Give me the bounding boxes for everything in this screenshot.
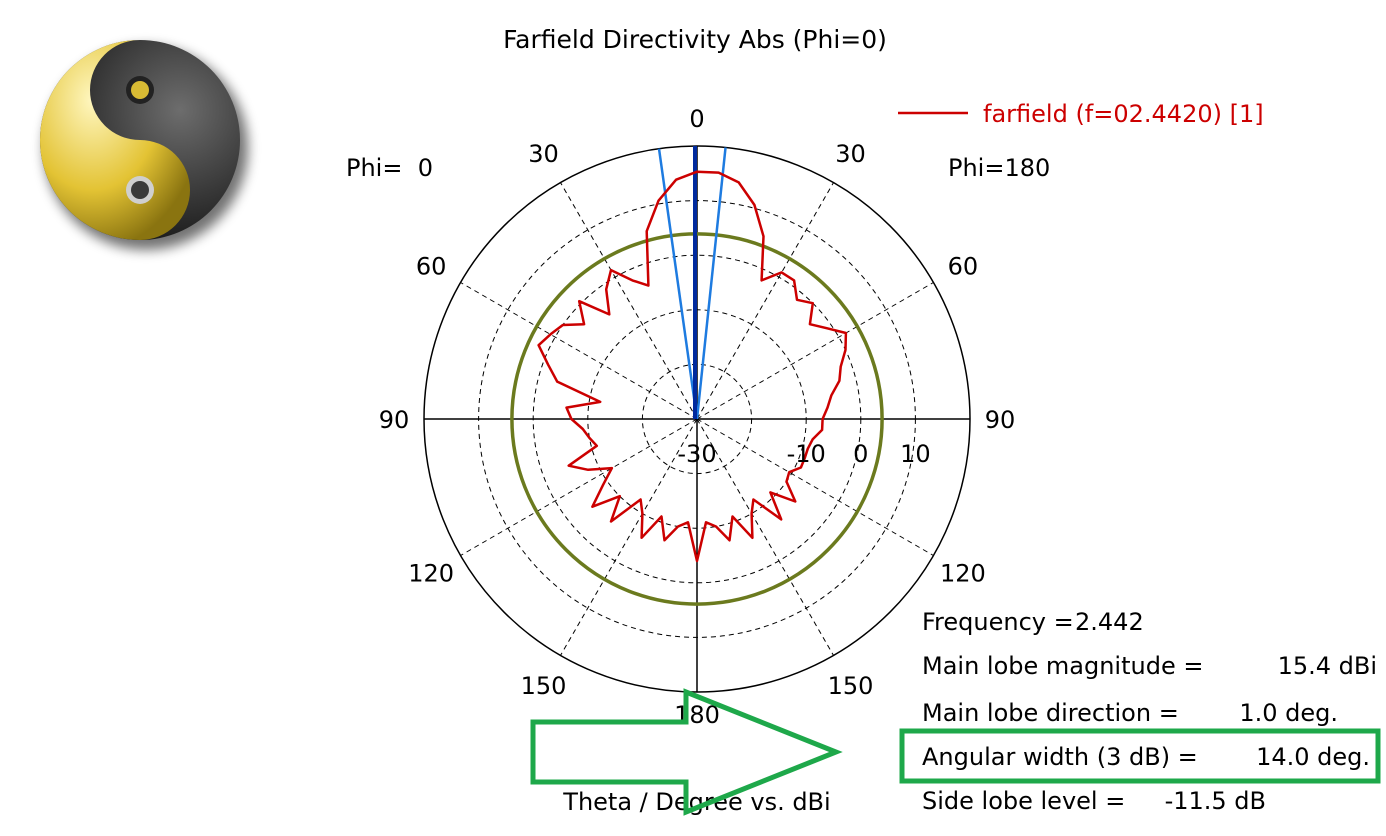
angle-tick-label: 150 bbox=[828, 672, 874, 700]
angle-tick-label: 120 bbox=[408, 560, 454, 588]
series-layer bbox=[537, 170, 848, 563]
angle-tick-label: 90 bbox=[985, 406, 1016, 434]
grid-spoke bbox=[460, 282, 698, 420]
angle-tick-label: 60 bbox=[948, 253, 979, 281]
info-value: 14.0 deg. bbox=[1256, 743, 1370, 771]
grid-spoke bbox=[560, 182, 698, 420]
info-label: Frequency = bbox=[922, 608, 1074, 636]
radial-tick-labels: -30 -10 0 10 bbox=[677, 440, 930, 468]
radial-tick-label: 10 bbox=[900, 440, 931, 468]
radial-tick-label: -30 bbox=[677, 440, 716, 468]
highlight-box bbox=[899, 728, 1381, 784]
radial-tick-label: 0 bbox=[853, 440, 868, 468]
grid-spoke bbox=[696, 418, 834, 656]
info-label: Side lobe level = bbox=[922, 787, 1125, 815]
angle-tick-label: 60 bbox=[416, 253, 447, 281]
grid-spoke bbox=[696, 182, 834, 420]
radial-tick-label: -10 bbox=[787, 440, 826, 468]
x-axis-label: Theta / Degree vs. dBi bbox=[562, 788, 830, 816]
angle-tick-label: 0 bbox=[689, 105, 704, 133]
info-label: Angular width (3 dB) = bbox=[922, 743, 1198, 771]
beamwidth-line bbox=[695, 147, 727, 420]
angle-tick-label: 90 bbox=[379, 406, 410, 434]
beamwidth-line bbox=[657, 148, 699, 420]
phi-left-label: Phi= 0 bbox=[346, 154, 433, 182]
info-value: -11.5 dB bbox=[1165, 787, 1266, 815]
grid-spoke bbox=[696, 282, 934, 420]
phi-right-label: Phi=180 bbox=[948, 154, 1050, 182]
info-panel: Frequency = 2.442 Main lobe magnitude = 15.… bbox=[922, 608, 1377, 815]
grid-spoke bbox=[560, 418, 698, 656]
angle-tick-label: 30 bbox=[528, 140, 559, 168]
legend: farfield (f=02.4420) [1] bbox=[898, 100, 1264, 128]
info-label: Main lobe magnitude = bbox=[922, 652, 1203, 680]
yin-yang-logo-icon bbox=[40, 40, 248, 250]
grid-spoke bbox=[696, 418, 934, 556]
chart-title: Farfield Directivity Abs (Phi=0) bbox=[503, 25, 887, 54]
info-value: 2.442 bbox=[1075, 608, 1144, 636]
angle-tick-label: 30 bbox=[835, 140, 866, 168]
angle-tick-label: 150 bbox=[521, 672, 567, 700]
info-value: 1.0 deg. bbox=[1239, 699, 1338, 727]
series-line bbox=[537, 170, 848, 563]
info-label: Main lobe direction = bbox=[922, 699, 1179, 727]
main-lobe-annotations bbox=[510, 146, 884, 606]
info-value: 15.4 dBi bbox=[1278, 652, 1377, 680]
angle-tick-label: 120 bbox=[940, 560, 986, 588]
grid-spoke bbox=[460, 418, 698, 556]
highlight-arrow bbox=[530, 688, 843, 816]
legend-label: farfield (f=02.4420) [1] bbox=[983, 100, 1264, 128]
